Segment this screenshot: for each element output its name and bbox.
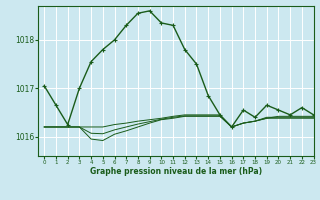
X-axis label: Graphe pression niveau de la mer (hPa): Graphe pression niveau de la mer (hPa) bbox=[90, 167, 262, 176]
